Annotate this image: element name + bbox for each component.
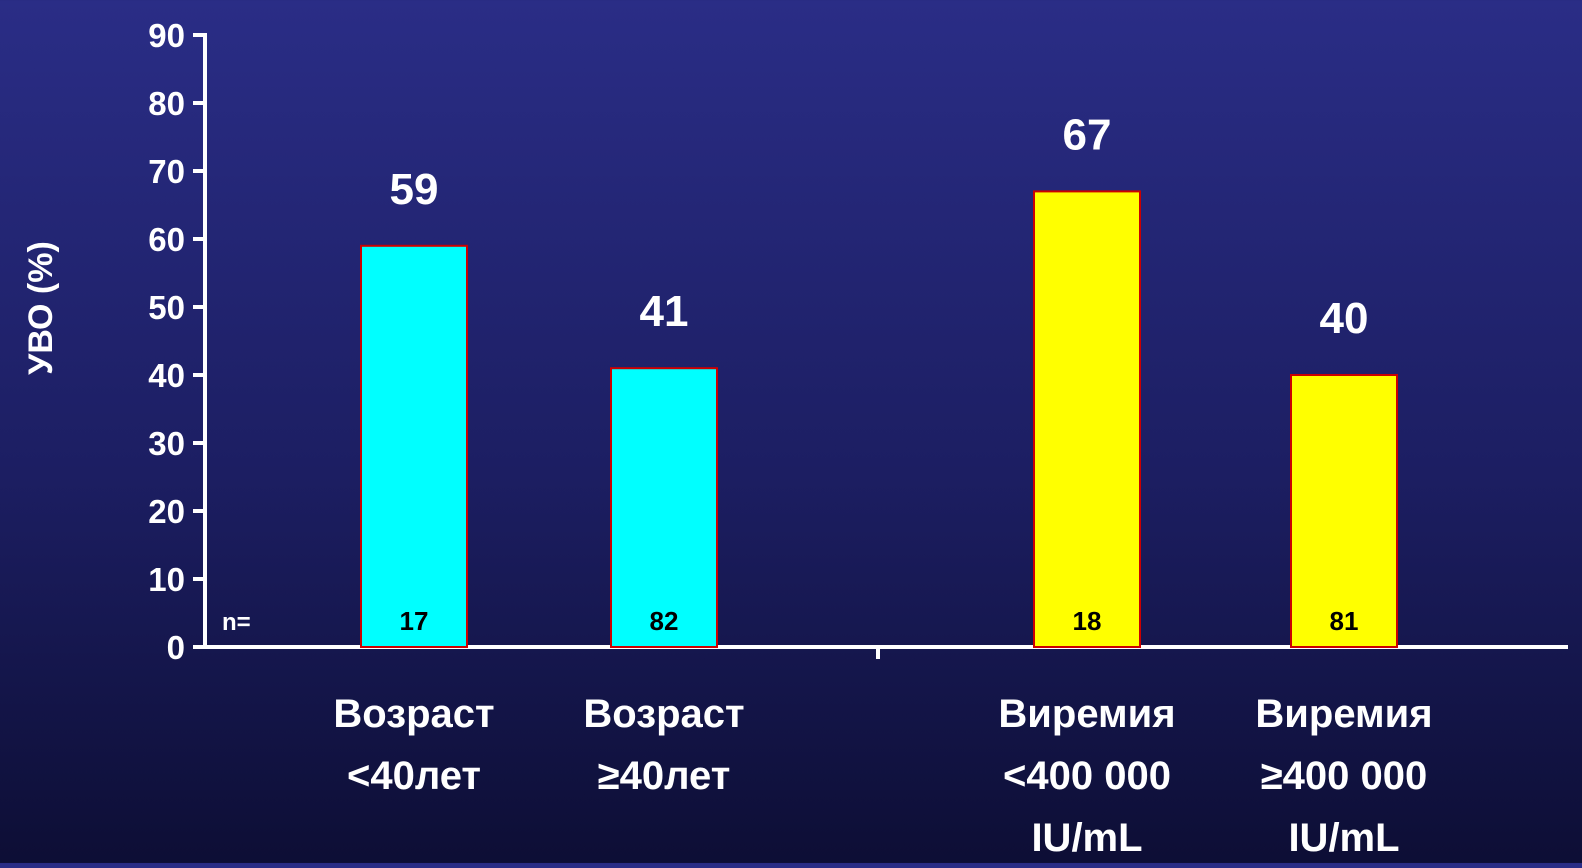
bar-value-label: 67 [1063, 110, 1112, 159]
y-tick-label: 20 [148, 493, 185, 530]
bar-value-label: 59 [390, 165, 439, 214]
category-label: Виремия [1255, 692, 1432, 736]
category-label: ≥400 000 [1261, 754, 1428, 798]
y-axis-label: УВО (%) [22, 241, 60, 375]
y-tick-label: 50 [148, 289, 185, 326]
y-tick-label: 80 [148, 85, 185, 122]
n-label: n= [222, 609, 251, 636]
category-label: Возраст [583, 692, 744, 736]
category-label: IU/mL [1031, 816, 1142, 860]
y-tick-label: 0 [167, 629, 185, 666]
category-label: <400 000 [1003, 754, 1171, 798]
bars [360, 190, 1398, 649]
category-label: ≥40лет [598, 754, 731, 798]
bar-n-label: 17 [400, 606, 429, 636]
bar [1290, 374, 1398, 648]
y-tick-label: 90 [148, 17, 185, 54]
bar-value-label: 40 [1320, 294, 1369, 343]
bar [610, 367, 718, 648]
category-label: Возраст [333, 692, 494, 736]
y-tick-label: 10 [148, 561, 185, 598]
category-label: IU/mL [1288, 816, 1399, 860]
bar-n-label: 81 [1330, 606, 1359, 636]
y-tick-label: 40 [148, 357, 185, 394]
bar [360, 244, 468, 649]
bar [1033, 190, 1141, 648]
y-axis-ticks: 0 10 20 30 40 50 60 70 80 90 [148, 17, 205, 666]
category-labels: n= 59 17 Возраст <40лет 41 82 Возраст ≥40лет 67 18… [222, 110, 1433, 860]
y-tick-label: 70 [148, 153, 185, 190]
category-label: Виремия [998, 692, 1175, 736]
bar-n-label: 18 [1073, 606, 1102, 636]
bar-value-label: 41 [640, 287, 689, 336]
category-label: <40лет [347, 754, 481, 798]
bar-n-label: 82 [650, 606, 679, 636]
y-tick-label: 30 [148, 425, 185, 462]
y-tick-label: 60 [148, 221, 185, 258]
